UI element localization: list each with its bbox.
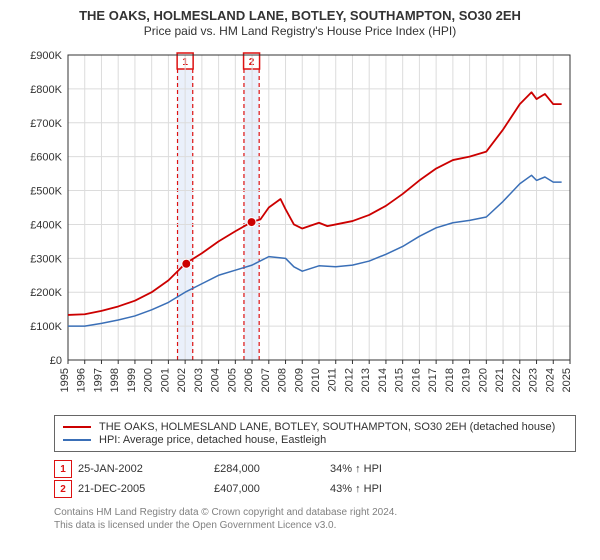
svg-text:£900K: £900K xyxy=(30,50,62,62)
svg-text:2020: 2020 xyxy=(477,368,489,392)
legend-row: THE OAKS, HOLMESLAND LANE, BOTLEY, SOUTH… xyxy=(63,421,567,433)
figure-container: THE OAKS, HOLMESLAND LANE, BOTLEY, SOUTH… xyxy=(0,0,600,560)
svg-text:2009: 2009 xyxy=(293,368,305,392)
svg-text:2010: 2010 xyxy=(310,368,322,392)
svg-text:2005: 2005 xyxy=(226,368,238,392)
sale-date: 21-DEC-2005 xyxy=(78,483,208,495)
legend-label-series-1: HPI: Average price, detached house, East… xyxy=(99,434,326,446)
svg-text:2012: 2012 xyxy=(343,368,355,392)
sale-note: 34% ↑ HPI xyxy=(330,463,576,475)
svg-text:2022: 2022 xyxy=(511,368,523,392)
legend-box: THE OAKS, HOLMESLAND LANE, BOTLEY, SOUTH… xyxy=(54,415,576,452)
legend-row: HPI: Average price, detached house, East… xyxy=(63,434,567,446)
svg-text:£0: £0 xyxy=(50,355,62,367)
svg-text:£200K: £200K xyxy=(30,287,62,299)
svg-text:2006: 2006 xyxy=(243,368,255,392)
sales-row: 2 21-DEC-2005 £407,000 43% ↑ HPI xyxy=(54,480,576,498)
svg-text:£500K: £500K xyxy=(30,186,62,198)
sale-price: £407,000 xyxy=(214,483,324,495)
svg-text:2015: 2015 xyxy=(394,368,406,392)
page-subtitle: Price paid vs. HM Land Registry's House … xyxy=(14,24,586,39)
svg-text:1997: 1997 xyxy=(92,368,104,392)
svg-text:£700K: £700K xyxy=(30,118,62,130)
page-title: THE OAKS, HOLMESLAND LANE, BOTLEY, SOUTH… xyxy=(14,8,586,24)
footer-attribution: Contains HM Land Registry data © Crown c… xyxy=(54,506,576,532)
footer-line: Contains HM Land Registry data © Crown c… xyxy=(54,506,576,519)
sales-table: 1 25-JAN-2002 £284,000 34% ↑ HPI 2 21-DE… xyxy=(54,460,576,498)
legend-swatch-series-1 xyxy=(63,439,91,441)
svg-text:£800K: £800K xyxy=(30,84,62,96)
svg-text:2025: 2025 xyxy=(561,368,573,392)
svg-text:2014: 2014 xyxy=(377,368,389,392)
svg-text:2001: 2001 xyxy=(159,368,171,392)
svg-text:2007: 2007 xyxy=(260,368,272,392)
svg-text:2016: 2016 xyxy=(410,368,422,392)
svg-text:2023: 2023 xyxy=(528,368,540,392)
svg-text:2003: 2003 xyxy=(193,368,205,392)
legend-label-series-0: THE OAKS, HOLMESLAND LANE, BOTLEY, SOUTH… xyxy=(99,421,555,433)
svg-text:2004: 2004 xyxy=(210,368,222,392)
line-chart-svg: 12£0£100K£200K£300K£400K£500K£600K£700K£… xyxy=(20,45,580,405)
svg-text:£100K: £100K xyxy=(30,321,62,333)
sale-price: £284,000 xyxy=(214,463,324,475)
svg-text:1995: 1995 xyxy=(59,368,71,392)
sale-note: 43% ↑ HPI xyxy=(330,483,576,495)
svg-text:2008: 2008 xyxy=(277,368,289,392)
sales-row: 1 25-JAN-2002 £284,000 34% ↑ HPI xyxy=(54,460,576,478)
svg-text:1998: 1998 xyxy=(109,368,121,392)
svg-text:£400K: £400K xyxy=(30,220,62,232)
legend-swatch-series-0 xyxy=(63,426,91,428)
sale-index-box: 1 xyxy=(54,460,72,478)
svg-text:2013: 2013 xyxy=(360,368,372,392)
svg-text:£300K: £300K xyxy=(30,254,62,266)
chart-area: 12£0£100K£200K£300K£400K£500K£600K£700K£… xyxy=(20,45,580,405)
sale-date: 25-JAN-2002 xyxy=(78,463,208,475)
svg-text:2018: 2018 xyxy=(444,368,456,392)
footer-line: This data is licensed under the Open Gov… xyxy=(54,519,576,532)
svg-text:1999: 1999 xyxy=(126,368,138,392)
svg-text:2011: 2011 xyxy=(327,368,339,392)
svg-text:2019: 2019 xyxy=(461,368,473,392)
svg-text:2021: 2021 xyxy=(494,368,506,392)
sale-index-box: 2 xyxy=(54,480,72,498)
svg-text:2024: 2024 xyxy=(544,368,556,392)
svg-text:2000: 2000 xyxy=(143,368,155,392)
svg-text:1996: 1996 xyxy=(76,368,88,392)
svg-text:2017: 2017 xyxy=(427,368,439,392)
svg-text:£600K: £600K xyxy=(30,152,62,164)
svg-text:2002: 2002 xyxy=(176,368,188,392)
